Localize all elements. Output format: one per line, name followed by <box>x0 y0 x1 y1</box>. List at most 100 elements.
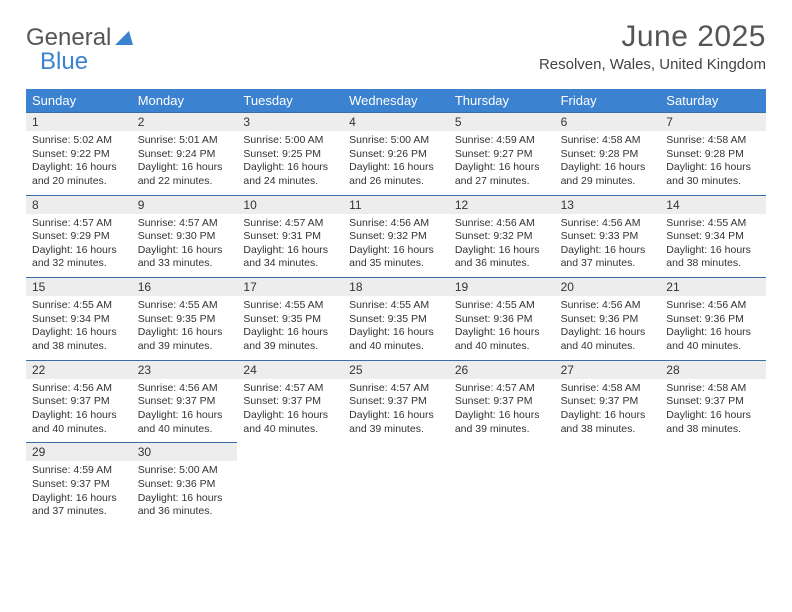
day-cell: 25Sunrise: 4:57 AMSunset: 9:37 PMDayligh… <box>343 360 449 443</box>
sunrise-line: Sunrise: 4:55 AM <box>666 217 760 231</box>
daylight-line: Daylight: 16 hours and 24 minutes. <box>243 161 337 188</box>
sunset-line: Sunset: 9:22 PM <box>32 148 126 162</box>
sunset-line: Sunset: 9:29 PM <box>32 230 126 244</box>
sunset-line: Sunset: 9:33 PM <box>561 230 655 244</box>
sunrise-line: Sunrise: 4:58 AM <box>561 134 655 148</box>
day-details: Sunrise: 4:55 AMSunset: 9:34 PMDaylight:… <box>26 296 132 360</box>
sunrise-line: Sunrise: 4:58 AM <box>666 382 760 396</box>
day-number: 5 <box>449 112 555 131</box>
sunrise-line: Sunrise: 4:58 AM <box>561 382 655 396</box>
day-number: 24 <box>237 360 343 379</box>
day-number: 7 <box>660 112 766 131</box>
day-cell: 28Sunrise: 4:58 AMSunset: 9:37 PMDayligh… <box>660 360 766 443</box>
day-number: 17 <box>237 277 343 296</box>
sunrise-line: Sunrise: 4:57 AM <box>455 382 549 396</box>
daylight-line: Daylight: 16 hours and 35 minutes. <box>349 244 443 271</box>
daylight-line: Daylight: 16 hours and 39 minutes. <box>455 409 549 436</box>
day-number: 9 <box>132 195 238 214</box>
day-cell: 26 Sunrise: 4:57 AMSunset: 9:37 PMDayligh… <box>449 360 555 443</box>
sunrise-line: Sunrise: 4:56 AM <box>455 217 549 231</box>
day-number: 14 <box>660 195 766 214</box>
sunset-line: Sunset: 9:37 PM <box>666 395 760 409</box>
sunset-line: Sunset: 9:35 PM <box>349 313 443 327</box>
day-details: Sunrise: 5:00 AMSunset: 9:36 PMDaylight:… <box>132 461 238 525</box>
sunrise-line: Sunrise: 4:58 AM <box>666 134 760 148</box>
sunset-line: Sunset: 9:25 PM <box>243 148 337 162</box>
daylight-line: Daylight: 16 hours and 40 minutes. <box>561 326 655 353</box>
sunrise-line: Sunrise: 4:55 AM <box>243 299 337 313</box>
day-number: 22 <box>26 360 132 379</box>
logo-triangle-icon <box>115 29 137 47</box>
daylight-line: Daylight: 16 hours and 40 minutes. <box>349 326 443 353</box>
sunrise-line: Sunrise: 4:57 AM <box>243 217 337 231</box>
day-cell: 19Sunrise: 4:55 AMSunset: 9:36 PMDayligh… <box>449 277 555 360</box>
day-cell: 3 Sunrise: 5:00 AMSunset: 9:25 PMDaylight… <box>237 112 343 195</box>
day-cell: 20Sunrise: 4:56 AMSunset: 9:36 PMDayligh… <box>555 277 661 360</box>
day-cell <box>343 442 449 525</box>
sunset-line: Sunset: 9:28 PM <box>666 148 760 162</box>
sunrise-line: Sunrise: 4:55 AM <box>349 299 443 313</box>
day-cell: 17Sunrise: 4:55 AMSunset: 9:35 PMDayligh… <box>237 277 343 360</box>
sunrise-line: Sunrise: 5:00 AM <box>243 134 337 148</box>
sunrise-line: Sunrise: 4:57 AM <box>243 382 337 396</box>
sunrise-line: Sunrise: 4:57 AM <box>349 382 443 396</box>
day-number: 4 <box>343 112 449 131</box>
day-number: 23 <box>132 360 238 379</box>
day-number: 20 <box>555 277 661 296</box>
day-number: 11 <box>343 195 449 214</box>
day-cell: 5Sunrise: 4:59 AMSunset: 9:27 PMDaylight… <box>449 112 555 195</box>
daylight-line: Daylight: 16 hours and 40 minutes. <box>138 409 232 436</box>
sunrise-line: Sunrise: 5:00 AM <box>349 134 443 148</box>
daylight-line: Daylight: 16 hours and 29 minutes. <box>561 161 655 188</box>
day-cell: 15Sunrise: 4:55 AMSunset: 9:34 PMDayligh… <box>26 277 132 360</box>
sunset-line: Sunset: 9:34 PM <box>666 230 760 244</box>
sunset-line: Sunset: 9:36 PM <box>666 313 760 327</box>
sunset-line: Sunset: 9:37 PM <box>455 395 549 409</box>
daylight-line: Daylight: 16 hours and 37 minutes. <box>561 244 655 271</box>
sunrise-line: Sunrise: 4:59 AM <box>455 134 549 148</box>
day-details: Sunrise: 4:55 AMSunset: 9:34 PMDaylight:… <box>660 214 766 278</box>
day-details: Sunrise: 4:56 AMSunset: 9:36 PMDaylight:… <box>555 296 661 360</box>
daylight-line: Daylight: 16 hours and 38 minutes. <box>666 244 760 271</box>
sunrise-line: Sunrise: 4:59 AM <box>32 464 126 478</box>
day-number: 3 <box>237 112 343 131</box>
sunset-line: Sunset: 9:36 PM <box>455 313 549 327</box>
day-number: 2 <box>132 112 238 131</box>
daylight-line: Daylight: 16 hours and 38 minutes. <box>561 409 655 436</box>
daylight-line: Daylight: 16 hours and 36 minutes. <box>138 492 232 519</box>
day-details: Sunrise: 4:56 AMSunset: 9:32 PMDaylight:… <box>343 214 449 278</box>
sunrise-line: Sunrise: 4:56 AM <box>32 382 126 396</box>
daylight-line: Daylight: 16 hours and 39 minutes. <box>243 326 337 353</box>
day-number: 26 <box>449 360 555 379</box>
sunrise-line: Sunrise: 4:56 AM <box>666 299 760 313</box>
day-number: 8 <box>26 195 132 214</box>
sunrise-line: Sunrise: 5:00 AM <box>138 464 232 478</box>
daylight-line: Daylight: 16 hours and 39 minutes. <box>349 409 443 436</box>
day-number: 21 <box>660 277 766 296</box>
dayname-saturday: Saturday <box>660 89 766 112</box>
day-details: Sunrise: 4:59 AMSunset: 9:27 PMDaylight:… <box>449 131 555 195</box>
sunset-line: Sunset: 9:35 PM <box>138 313 232 327</box>
daylight-line: Daylight: 16 hours and 37 minutes. <box>32 492 126 519</box>
sunset-line: Sunset: 9:26 PM <box>349 148 443 162</box>
page-header: General Blue June 2025 Resolven, Wales, … <box>0 0 792 79</box>
day-cell: 21Sunrise: 4:56 AMSunset: 9:36 PMDayligh… <box>660 277 766 360</box>
sunrise-line: Sunrise: 5:02 AM <box>32 134 126 148</box>
sunset-line: Sunset: 9:35 PM <box>243 313 337 327</box>
day-cell: 8Sunrise: 4:57 AMSunset: 9:29 PMDaylight… <box>26 195 132 278</box>
sunset-line: Sunset: 9:37 PM <box>561 395 655 409</box>
week-row: 15Sunrise: 4:55 AMSunset: 9:34 PMDayligh… <box>26 277 766 360</box>
logo: General Blue <box>26 20 137 52</box>
day-cell: 24Sunrise: 4:57 AMSunset: 9:37 PMDayligh… <box>237 360 343 443</box>
day-details: Sunrise: 4:56 AMSunset: 9:36 PMDaylight:… <box>660 296 766 360</box>
day-details: Sunrise: 4:55 AMSunset: 9:35 PMDaylight:… <box>237 296 343 360</box>
logo-text-2: Blue <box>40 48 88 75</box>
sunrise-line: Sunrise: 4:55 AM <box>138 299 232 313</box>
day-details: Sunrise: 4:57 AMSunset: 9:37 PMDaylight:… <box>343 379 449 443</box>
day-cell: 9Sunrise: 4:57 AMSunset: 9:30 PMDaylight… <box>132 195 238 278</box>
day-number: 28 <box>660 360 766 379</box>
day-cell <box>449 442 555 525</box>
day-details: Sunrise: 4:58 AMSunset: 9:28 PMDaylight:… <box>555 131 661 195</box>
day-details: Sunrise: 4:56 AMSunset: 9:37 PMDaylight:… <box>132 379 238 443</box>
sunset-line: Sunset: 9:37 PM <box>32 395 126 409</box>
